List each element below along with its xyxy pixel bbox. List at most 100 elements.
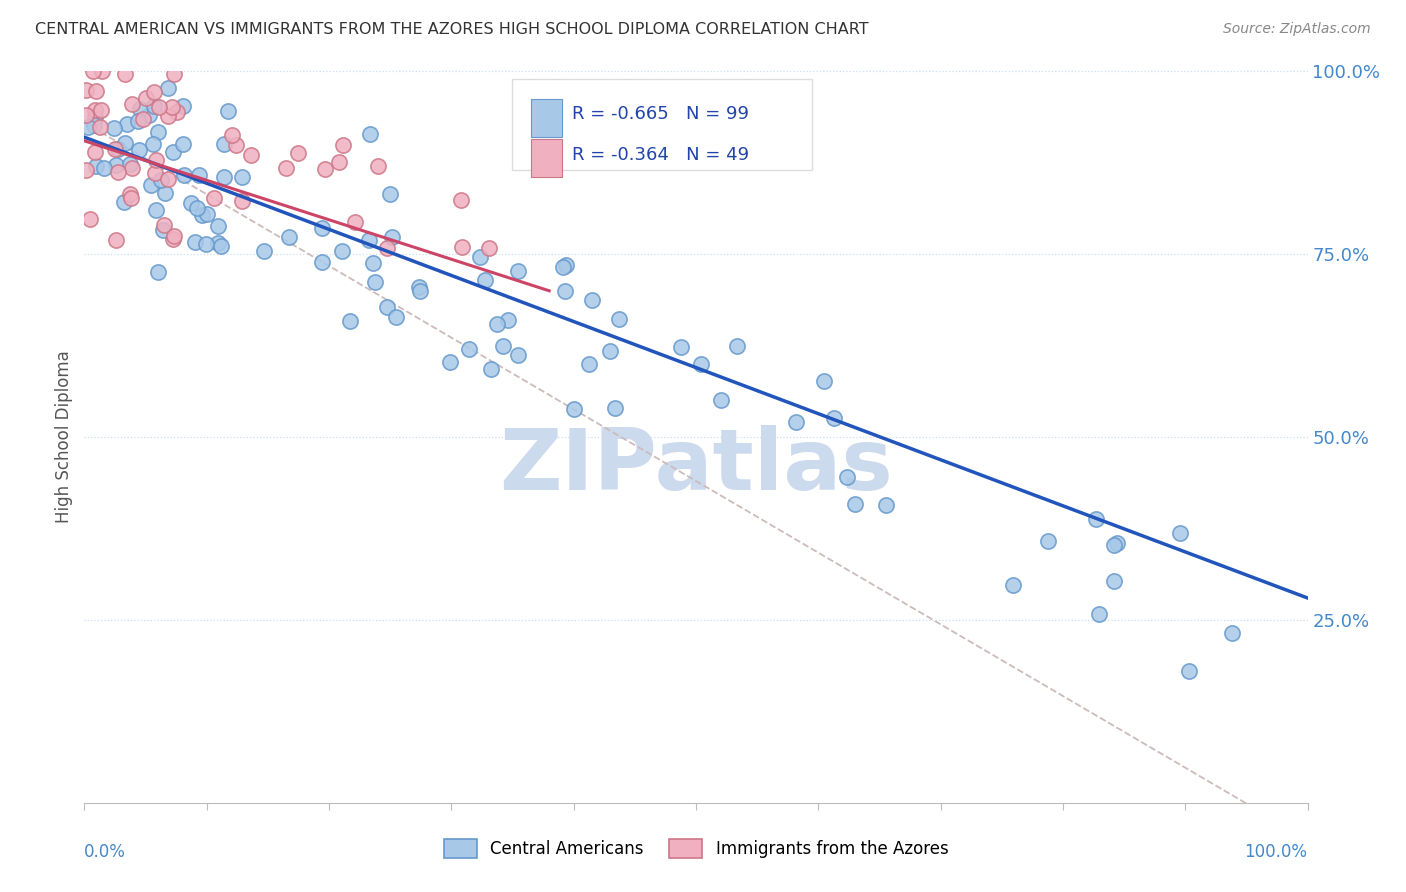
Point: [1102, 538, 1125, 552]
Point: [150, 173, 173, 187]
Point: [450, 240, 472, 254]
Point: [138, 107, 160, 121]
Point: [710, 393, 733, 408]
Point: [180, 195, 202, 210]
Point: [785, 416, 807, 430]
Point: [207, 219, 229, 233]
Point: [1087, 607, 1109, 621]
Point: [578, 357, 600, 371]
Point: [162, 231, 184, 245]
Point: [311, 221, 333, 235]
Point: [253, 244, 276, 259]
Point: [146, 265, 169, 279]
Point: [375, 241, 398, 255]
Text: ZIPatlas: ZIPatlas: [499, 425, 893, 508]
Point: [1036, 534, 1059, 549]
Point: [195, 207, 218, 221]
Point: [212, 170, 235, 185]
Point: [82, 64, 104, 78]
Point: [163, 228, 186, 243]
Point: [363, 256, 385, 270]
Point: [104, 158, 127, 172]
Point: [183, 235, 205, 249]
Point: [84, 145, 107, 160]
Point: [375, 300, 398, 314]
Point: [157, 80, 180, 95]
Point: [135, 91, 157, 105]
Point: [671, 340, 693, 354]
Point: [506, 263, 529, 277]
Point: [551, 260, 574, 275]
Point: [1222, 626, 1244, 640]
Point: [145, 202, 167, 217]
Point: [492, 339, 515, 353]
Point: [1084, 512, 1107, 526]
Point: [231, 194, 253, 208]
Point: [381, 230, 404, 244]
Point: [104, 142, 127, 156]
Point: [75, 83, 97, 97]
Point: [439, 355, 461, 369]
Point: [343, 214, 366, 228]
Point: [84, 84, 107, 98]
Point: [339, 314, 361, 328]
Point: [156, 110, 179, 124]
Point: [367, 159, 389, 173]
Point: [468, 250, 491, 264]
Point: [240, 147, 263, 161]
Point: [93, 161, 115, 176]
Point: [107, 142, 129, 156]
Text: 0.0%: 0.0%: [84, 843, 127, 861]
Point: [562, 402, 585, 417]
Point: [186, 201, 208, 215]
Point: [142, 136, 165, 151]
Point: [157, 172, 180, 186]
Point: [332, 138, 354, 153]
Point: [408, 284, 430, 298]
Point: [690, 357, 713, 371]
Point: [212, 137, 235, 152]
Point: [153, 218, 176, 232]
Point: [91, 64, 114, 78]
Point: [202, 191, 225, 205]
Point: [121, 161, 143, 175]
Point: [166, 104, 188, 119]
Text: R = -0.665   N = 99: R = -0.665 N = 99: [572, 105, 749, 123]
Point: [1107, 536, 1129, 550]
Point: [127, 114, 149, 128]
Point: [225, 138, 247, 153]
Point: [314, 161, 336, 176]
Point: [385, 310, 408, 324]
Point: [148, 100, 170, 114]
Point: [607, 311, 630, 326]
Point: [79, 212, 101, 227]
Point: [378, 187, 401, 202]
Point: [824, 410, 846, 425]
FancyBboxPatch shape: [513, 78, 813, 170]
Point: [118, 187, 141, 202]
Point: [145, 153, 167, 168]
Point: [132, 112, 155, 127]
Point: [143, 166, 166, 180]
Point: [162, 145, 184, 159]
Point: [143, 85, 166, 99]
Text: Source: ZipAtlas.com: Source: ZipAtlas.com: [1223, 22, 1371, 37]
Point: [84, 110, 107, 124]
Text: 100.0%: 100.0%: [1244, 843, 1308, 861]
Point: [146, 125, 169, 139]
Point: [128, 143, 150, 157]
Point: [75, 163, 97, 178]
Point: [725, 339, 748, 353]
Point: [479, 362, 502, 376]
Point: [311, 254, 333, 268]
Point: [139, 178, 162, 192]
FancyBboxPatch shape: [531, 99, 562, 137]
Point: [844, 497, 866, 511]
Point: [173, 168, 195, 182]
Point: [554, 284, 576, 298]
Point: [172, 99, 194, 113]
Point: [1168, 525, 1191, 540]
Point: [83, 118, 105, 132]
Point: [103, 121, 125, 136]
Point: [478, 241, 501, 255]
